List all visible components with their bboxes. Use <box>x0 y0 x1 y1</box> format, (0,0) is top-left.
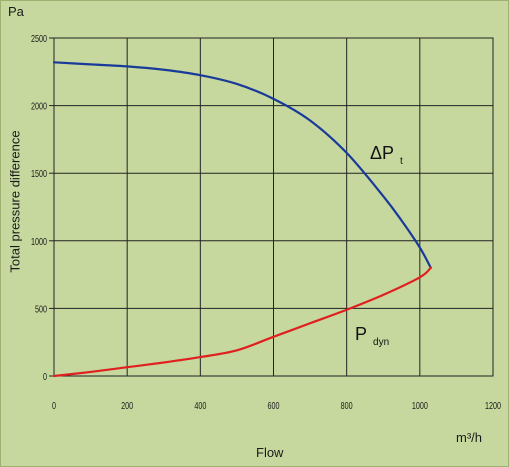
y-tick-label: 0 <box>43 371 47 382</box>
series-line-pdyn <box>52 266 432 378</box>
series-line-delta-pt <box>52 61 432 269</box>
series-label-sub: t <box>400 156 403 167</box>
series-label-delta-pt: ΔP t <box>370 143 403 167</box>
x-tick-label: 1200 <box>485 400 501 411</box>
series-label-main: P <box>355 324 367 344</box>
y-tick-label: 2500 <box>31 33 47 44</box>
series-label-main: ΔP <box>370 143 394 163</box>
y-tick-label: 500 <box>35 303 47 314</box>
y-axis-title: Total pressure difference <box>7 130 23 273</box>
plot-border <box>53 37 494 377</box>
x-tick-label: 1000 <box>412 400 428 411</box>
x-axis-title: Flow <box>256 445 284 460</box>
x-tick-label: 800 <box>341 400 353 411</box>
y-tick-label: 1000 <box>31 236 47 247</box>
x-tick-label: 200 <box>121 400 133 411</box>
y-tick-label: 1500 <box>31 168 47 179</box>
series-label-sub: dyn <box>373 337 389 348</box>
x-tick-label: 0 <box>52 400 56 411</box>
x-tick-label: 600 <box>267 400 279 411</box>
y-tick-label: 2000 <box>31 100 47 111</box>
x-tick-label: 400 <box>194 400 206 411</box>
y-unit-label: Pa <box>8 4 24 19</box>
x-unit-label: m³/h <box>456 430 482 445</box>
